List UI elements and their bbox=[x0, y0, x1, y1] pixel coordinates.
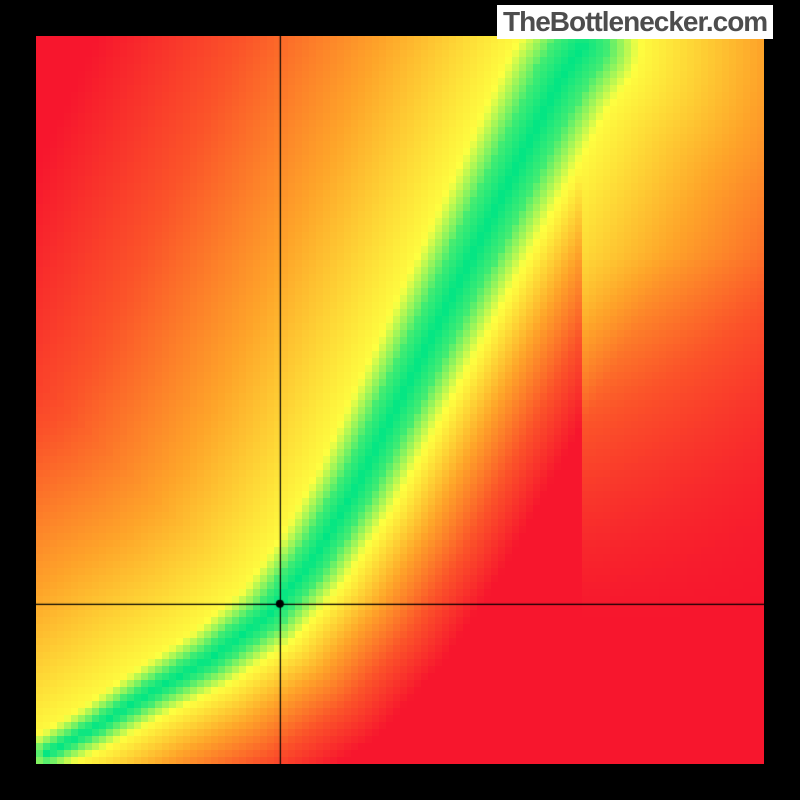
watermark-text: TheBottlenecker.com bbox=[497, 5, 773, 39]
crosshair-overlay bbox=[36, 36, 764, 764]
chart-container: TheBottlenecker.com bbox=[0, 0, 800, 800]
